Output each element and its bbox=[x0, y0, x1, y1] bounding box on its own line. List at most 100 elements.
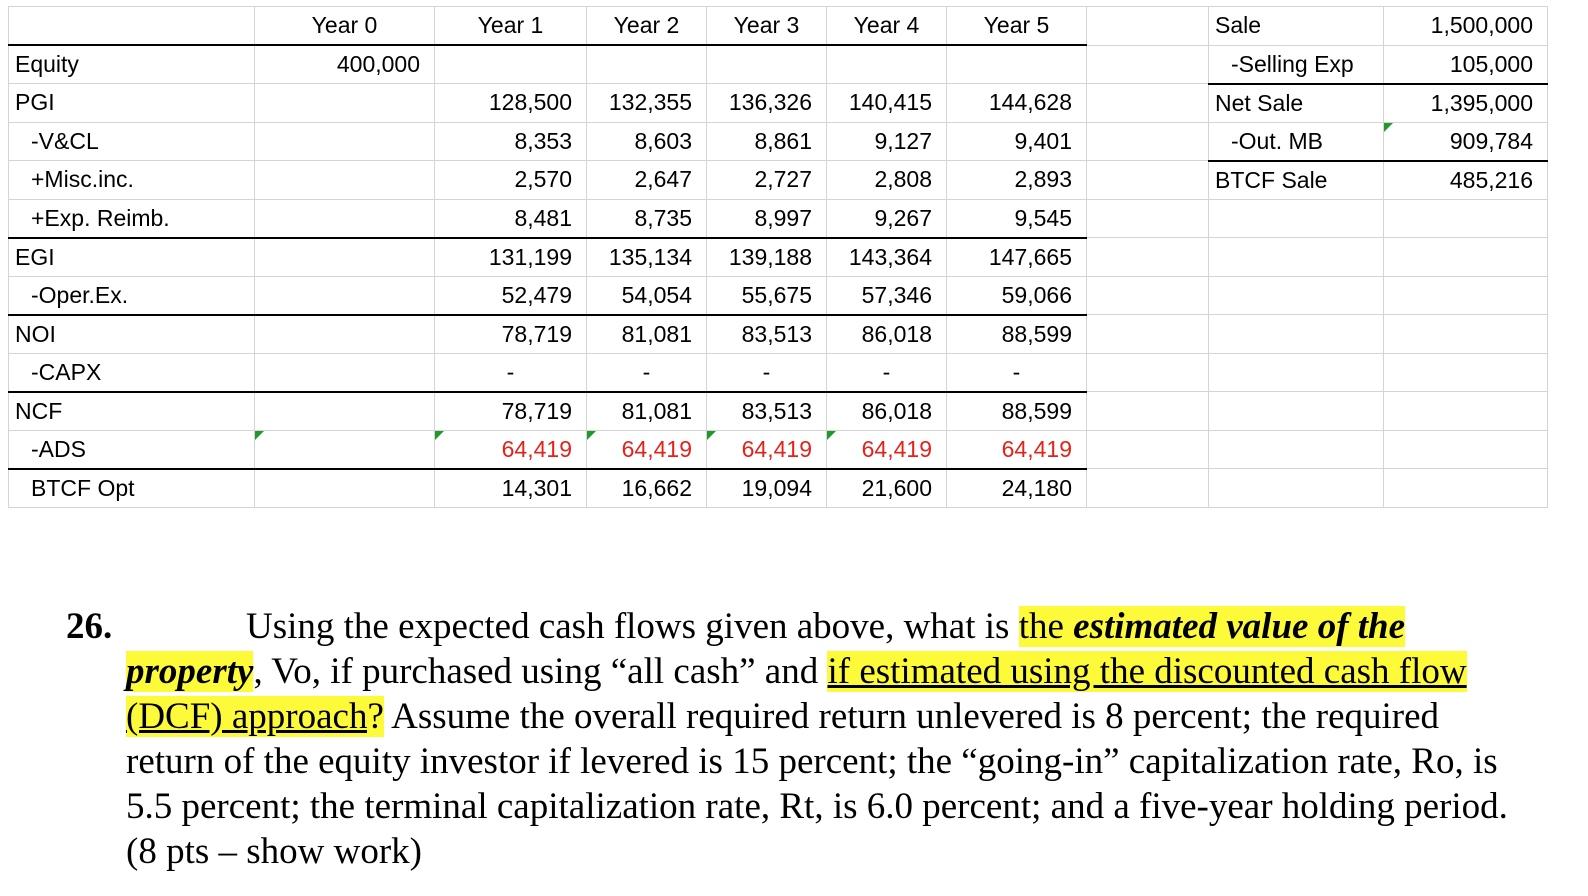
cell-y2[interactable]: 54,054 bbox=[586, 275, 707, 315]
cell-y4[interactable]: 140,415 bbox=[826, 83, 947, 123]
cell-y0[interactable] bbox=[254, 275, 435, 315]
empty-cell[interactable] bbox=[1086, 198, 1209, 238]
empty-cell[interactable] bbox=[1383, 468, 1548, 508]
header-cell[interactable]: Year 2 bbox=[586, 6, 707, 46]
cell-y4[interactable]: 86,018 bbox=[826, 313, 947, 354]
cell-y3[interactable]: 8,997 bbox=[706, 198, 827, 238]
cell-y2[interactable]: 81,081 bbox=[586, 390, 707, 431]
empty-cell[interactable] bbox=[1086, 44, 1209, 84]
empty-cell[interactable] bbox=[1086, 237, 1209, 277]
empty-cell[interactable] bbox=[1383, 429, 1548, 469]
cell-y5[interactable]: 24,180 bbox=[946, 467, 1087, 508]
row-label[interactable]: -CAPX bbox=[8, 352, 255, 392]
empty-cell[interactable] bbox=[1086, 275, 1209, 315]
row-label[interactable]: BTCF Opt bbox=[8, 467, 255, 508]
cell-y2[interactable]: 8,603 bbox=[586, 121, 707, 161]
sale-label-cell[interactable]: Net Sale bbox=[1208, 83, 1384, 123]
cell-y1[interactable]: 8,481 bbox=[434, 198, 587, 238]
cell-y3[interactable]: 64,419 bbox=[706, 429, 827, 469]
row-label[interactable]: -Oper.Ex. bbox=[8, 275, 255, 315]
cell-y0[interactable] bbox=[254, 160, 435, 200]
cell-y1[interactable] bbox=[434, 44, 587, 84]
empty-cell[interactable] bbox=[1086, 429, 1209, 469]
header-cell[interactable] bbox=[8, 6, 255, 46]
empty-cell[interactable] bbox=[1208, 237, 1384, 277]
header-cell[interactable] bbox=[1086, 6, 1209, 46]
row-label[interactable]: +Misc.inc. bbox=[8, 160, 255, 200]
empty-cell[interactable] bbox=[1086, 314, 1209, 354]
cell-y3[interactable]: 2,727 bbox=[706, 160, 827, 200]
cell-y2[interactable]: - bbox=[586, 352, 707, 392]
cell-y5[interactable]: 9,401 bbox=[946, 121, 1087, 161]
cell-y3[interactable]: 8,861 bbox=[706, 121, 827, 161]
header-cell[interactable]: Year 0 bbox=[254, 6, 435, 46]
row-label[interactable]: PGI bbox=[8, 83, 255, 123]
cell-y5[interactable]: 64,419 bbox=[946, 429, 1087, 469]
cell-y5[interactable]: 2,893 bbox=[946, 160, 1087, 200]
cell-y2[interactable] bbox=[586, 44, 707, 84]
cell-y0[interactable] bbox=[254, 467, 435, 508]
cell-y2[interactable]: 132,355 bbox=[586, 83, 707, 123]
sale-label-cell[interactable]: BTCF Sale bbox=[1208, 160, 1384, 200]
row-label[interactable]: -ADS bbox=[8, 429, 255, 469]
cell-y0[interactable] bbox=[254, 83, 435, 123]
header-cell[interactable]: Year 1 bbox=[434, 6, 587, 46]
empty-cell[interactable] bbox=[1086, 468, 1209, 508]
cell-y4[interactable]: 9,267 bbox=[826, 198, 947, 238]
empty-cell[interactable] bbox=[1086, 352, 1209, 392]
sale-label-cell[interactable]: -Out. MB bbox=[1208, 121, 1384, 162]
empty-cell[interactable] bbox=[1383, 237, 1548, 277]
empty-cell[interactable] bbox=[1208, 275, 1384, 315]
empty-cell[interactable] bbox=[1086, 83, 1209, 123]
row-label[interactable]: EGI bbox=[8, 236, 255, 277]
cell-y3[interactable]: 55,675 bbox=[706, 275, 827, 315]
row-label[interactable]: NOI bbox=[8, 313, 255, 354]
cell-y1[interactable]: 131,199 bbox=[434, 236, 587, 277]
cell-y0[interactable]: 400,000 bbox=[254, 44, 435, 84]
sale-value-cell[interactable]: 1,500,000 bbox=[1383, 6, 1548, 46]
cell-y2[interactable]: 16,662 bbox=[586, 467, 707, 508]
empty-cell[interactable] bbox=[1086, 121, 1209, 161]
header-cell[interactable]: Year 4 bbox=[826, 6, 947, 46]
cell-y4[interactable]: 86,018 bbox=[826, 390, 947, 431]
cell-y3[interactable] bbox=[706, 44, 827, 84]
empty-cell[interactable] bbox=[1208, 352, 1384, 392]
row-label[interactable]: -V&CL bbox=[8, 121, 255, 161]
cell-y4[interactable]: 2,808 bbox=[826, 160, 947, 200]
cell-y0[interactable] bbox=[254, 121, 435, 161]
sale-label-cell[interactable]: Sale bbox=[1208, 6, 1384, 46]
row-label[interactable]: NCF bbox=[8, 390, 255, 431]
cell-y4[interactable]: 57,346 bbox=[826, 275, 947, 315]
cell-y5[interactable]: 144,628 bbox=[946, 83, 1087, 123]
sale-label-cell[interactable]: -Selling Exp bbox=[1208, 44, 1384, 85]
cell-y1[interactable]: 78,719 bbox=[434, 390, 587, 431]
cell-y4[interactable]: 64,419 bbox=[826, 429, 947, 469]
cell-y2[interactable]: 135,134 bbox=[586, 236, 707, 277]
empty-cell[interactable] bbox=[1208, 429, 1384, 469]
empty-cell[interactable] bbox=[1383, 275, 1548, 315]
empty-cell[interactable] bbox=[1208, 391, 1384, 431]
empty-cell[interactable] bbox=[1208, 468, 1384, 508]
cell-y0[interactable] bbox=[254, 236, 435, 277]
cell-y5[interactable]: 88,599 bbox=[946, 390, 1087, 431]
cell-y5[interactable]: 88,599 bbox=[946, 313, 1087, 354]
cell-y4[interactable] bbox=[826, 44, 947, 84]
cell-y1[interactable]: 78,719 bbox=[434, 313, 587, 354]
cell-y1[interactable]: 2,570 bbox=[434, 160, 587, 200]
empty-cell[interactable] bbox=[1383, 314, 1548, 354]
cell-y3[interactable]: 136,326 bbox=[706, 83, 827, 123]
row-label[interactable]: +Exp. Reimb. bbox=[8, 198, 255, 238]
cell-y0[interactable] bbox=[254, 352, 435, 392]
sale-value-cell[interactable]: 485,216 bbox=[1383, 160, 1548, 200]
cell-y3[interactable]: - bbox=[706, 352, 827, 392]
cell-y4[interactable]: 143,364 bbox=[826, 236, 947, 277]
cell-y5[interactable]: 147,665 bbox=[946, 236, 1087, 277]
cell-y1[interactable]: 128,500 bbox=[434, 83, 587, 123]
cell-y2[interactable]: 8,735 bbox=[586, 198, 707, 238]
empty-cell[interactable] bbox=[1383, 391, 1548, 431]
empty-cell[interactable] bbox=[1208, 314, 1384, 354]
empty-cell[interactable] bbox=[1086, 160, 1209, 200]
empty-cell[interactable] bbox=[1383, 198, 1548, 238]
cell-y4[interactable]: 21,600 bbox=[826, 467, 947, 508]
cell-y1[interactable]: 8,353 bbox=[434, 121, 587, 161]
